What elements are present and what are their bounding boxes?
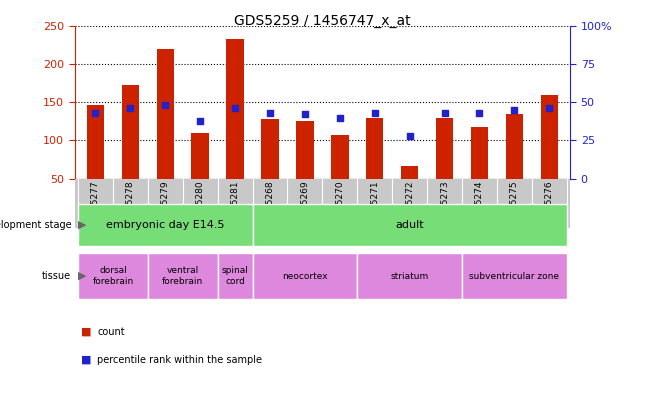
Bar xyxy=(470,127,488,179)
Point xyxy=(160,102,170,108)
Text: GSM1195270: GSM1195270 xyxy=(335,180,344,241)
Text: GSM1195272: GSM1195272 xyxy=(405,180,414,241)
Point xyxy=(90,110,100,116)
Bar xyxy=(540,95,558,179)
Text: GSM1195277: GSM1195277 xyxy=(91,180,100,241)
Point xyxy=(474,110,485,116)
Text: spinal
cord: spinal cord xyxy=(222,266,249,286)
Bar xyxy=(226,39,244,179)
Point xyxy=(334,114,345,121)
Text: ventral
forebrain: ventral forebrain xyxy=(162,266,203,286)
Bar xyxy=(436,118,454,179)
Text: GSM1195278: GSM1195278 xyxy=(126,180,135,241)
Text: ■: ■ xyxy=(81,354,91,365)
Bar xyxy=(261,119,279,179)
Text: GSM1195269: GSM1195269 xyxy=(301,180,310,241)
Bar xyxy=(296,121,314,179)
Bar xyxy=(87,105,104,179)
Text: GSM1195280: GSM1195280 xyxy=(196,180,205,241)
Bar xyxy=(401,166,419,179)
Text: GSM1195279: GSM1195279 xyxy=(161,180,170,241)
Point xyxy=(230,105,240,112)
Text: adult: adult xyxy=(395,220,424,230)
Text: tissue: tissue xyxy=(42,271,71,281)
Point xyxy=(404,133,415,139)
Point xyxy=(439,110,450,116)
Bar xyxy=(157,49,174,179)
Bar xyxy=(191,133,209,179)
Bar xyxy=(122,85,139,179)
Text: dorsal
forebrain: dorsal forebrain xyxy=(92,266,133,286)
Text: count: count xyxy=(97,327,125,337)
Text: GSM1195273: GSM1195273 xyxy=(440,180,449,241)
Text: GDS5259 / 1456747_x_at: GDS5259 / 1456747_x_at xyxy=(234,14,411,28)
Text: ▶: ▶ xyxy=(78,220,86,230)
Point xyxy=(544,105,555,112)
Text: striatum: striatum xyxy=(391,272,429,281)
Text: GSM1195268: GSM1195268 xyxy=(266,180,275,241)
Point xyxy=(300,111,310,118)
Text: GSM1195271: GSM1195271 xyxy=(370,180,379,241)
Text: development stage: development stage xyxy=(0,220,71,230)
Text: ■: ■ xyxy=(81,327,91,337)
Text: GSM1195274: GSM1195274 xyxy=(475,180,484,241)
Bar xyxy=(366,118,384,179)
Text: neocortex: neocortex xyxy=(282,272,328,281)
Point xyxy=(195,118,205,124)
Text: GSM1195281: GSM1195281 xyxy=(231,180,240,241)
Text: subventricular zone: subventricular zone xyxy=(469,272,559,281)
Point xyxy=(369,110,380,116)
Bar xyxy=(331,135,349,179)
Point xyxy=(125,105,135,112)
Point xyxy=(509,107,520,113)
Text: GSM1195276: GSM1195276 xyxy=(545,180,554,241)
Text: percentile rank within the sample: percentile rank within the sample xyxy=(97,354,262,365)
Bar xyxy=(505,114,523,179)
Point xyxy=(265,110,275,116)
Text: ▶: ▶ xyxy=(78,271,86,281)
Text: GSM1195275: GSM1195275 xyxy=(510,180,519,241)
Text: embryonic day E14.5: embryonic day E14.5 xyxy=(106,220,225,230)
